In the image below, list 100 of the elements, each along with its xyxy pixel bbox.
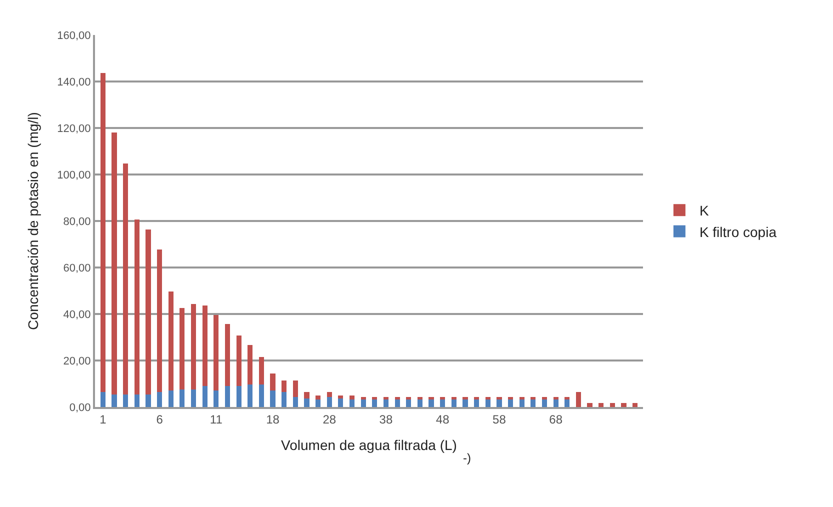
- bar: [406, 400, 412, 407]
- bar: [112, 394, 117, 407]
- x-tick-label: 28: [322, 412, 336, 426]
- bar: [168, 291, 174, 390]
- bar: [394, 397, 400, 400]
- bar: [519, 400, 524, 407]
- bar: [248, 344, 253, 384]
- legend-label: K filtro copia: [699, 224, 777, 240]
- bar: [304, 392, 310, 399]
- y-tick-label: 0,00: [69, 402, 91, 414]
- bar: [587, 403, 592, 407]
- bar: [508, 397, 514, 400]
- bar: [316, 399, 321, 407]
- bar: [383, 397, 389, 400]
- bar: [440, 397, 446, 400]
- x-tick-label: 38: [379, 412, 393, 426]
- bar: [542, 397, 548, 400]
- bar: [270, 374, 276, 390]
- x-tick-label: 11: [210, 412, 223, 426]
- x-tick-label: 6: [156, 412, 164, 426]
- bar: [360, 397, 366, 400]
- bar: [406, 397, 412, 400]
- bar: [598, 403, 604, 407]
- bar: [553, 397, 558, 400]
- x-tick-label: 48: [436, 412, 450, 426]
- y-tick-label: 40,00: [63, 308, 91, 321]
- bar: [383, 400, 389, 407]
- bar: [462, 397, 468, 400]
- bar: [360, 400, 366, 407]
- bar: [496, 397, 502, 400]
- bar: [530, 400, 536, 407]
- bar: [248, 384, 253, 407]
- bar: [485, 397, 490, 400]
- bar: [100, 72, 106, 392]
- y-tick-label: 60,00: [63, 262, 91, 274]
- bar: [258, 384, 264, 407]
- bar: [564, 397, 570, 400]
- y-tick-label: 80,00: [63, 216, 91, 228]
- bar: [146, 394, 151, 407]
- bar: [180, 389, 185, 407]
- bar: [224, 386, 230, 407]
- bar: [292, 380, 298, 397]
- bar: [134, 219, 140, 395]
- x-tick-label: 58: [492, 412, 506, 426]
- bar: [236, 386, 242, 407]
- y-tick-label: 160,00: [57, 30, 91, 42]
- bar: [282, 380, 287, 392]
- bar: [270, 390, 276, 407]
- bar: [621, 403, 626, 407]
- bar: [258, 356, 264, 384]
- bar: [462, 400, 468, 407]
- bar: [610, 403, 615, 407]
- bar: [224, 324, 230, 386]
- bar: [202, 386, 208, 407]
- bar: [474, 400, 480, 407]
- y-axis-title: Concentración de potasio en (mg/l): [25, 112, 42, 330]
- bar: [632, 403, 638, 407]
- y-tick-label: 140,00: [57, 76, 91, 88]
- bar: [123, 163, 128, 395]
- x-tick-label: 68: [549, 412, 563, 426]
- bar: [417, 400, 422, 407]
- bar: [292, 397, 298, 407]
- bar: [542, 400, 548, 407]
- bar: [156, 250, 162, 392]
- bar: [496, 400, 502, 407]
- bar: [326, 397, 332, 407]
- legend-label: K: [699, 202, 710, 219]
- bar: [394, 400, 400, 407]
- bar: [576, 392, 582, 407]
- bar: [519, 397, 524, 400]
- bar: [372, 397, 378, 400]
- bar: [474, 397, 480, 400]
- bar: [349, 399, 355, 407]
- bar: [428, 397, 434, 400]
- bar: [190, 389, 196, 407]
- x-tick-label: 18: [266, 412, 280, 426]
- bar: [451, 400, 456, 407]
- bar: [451, 397, 456, 400]
- bar: [134, 394, 140, 407]
- bar: [123, 394, 128, 407]
- bar: [440, 400, 446, 407]
- bar: [190, 304, 196, 390]
- bar: [168, 390, 174, 407]
- bar: [146, 229, 151, 395]
- bar: [156, 392, 162, 407]
- bar: [338, 398, 344, 407]
- bar: [112, 132, 117, 395]
- y-tick-label: 100,00: [57, 169, 91, 182]
- bar: [100, 392, 106, 407]
- bar: [530, 397, 536, 400]
- bar: [338, 395, 344, 399]
- bar: [282, 392, 287, 407]
- y-tick-label: 20,00: [63, 355, 91, 368]
- bar: [180, 308, 185, 390]
- x-tick-label: 1: [100, 412, 107, 426]
- bar: [372, 400, 378, 407]
- bar: [236, 336, 242, 386]
- bar: [417, 397, 422, 400]
- y-tick-label: 120,00: [57, 122, 91, 135]
- bar: [428, 400, 434, 407]
